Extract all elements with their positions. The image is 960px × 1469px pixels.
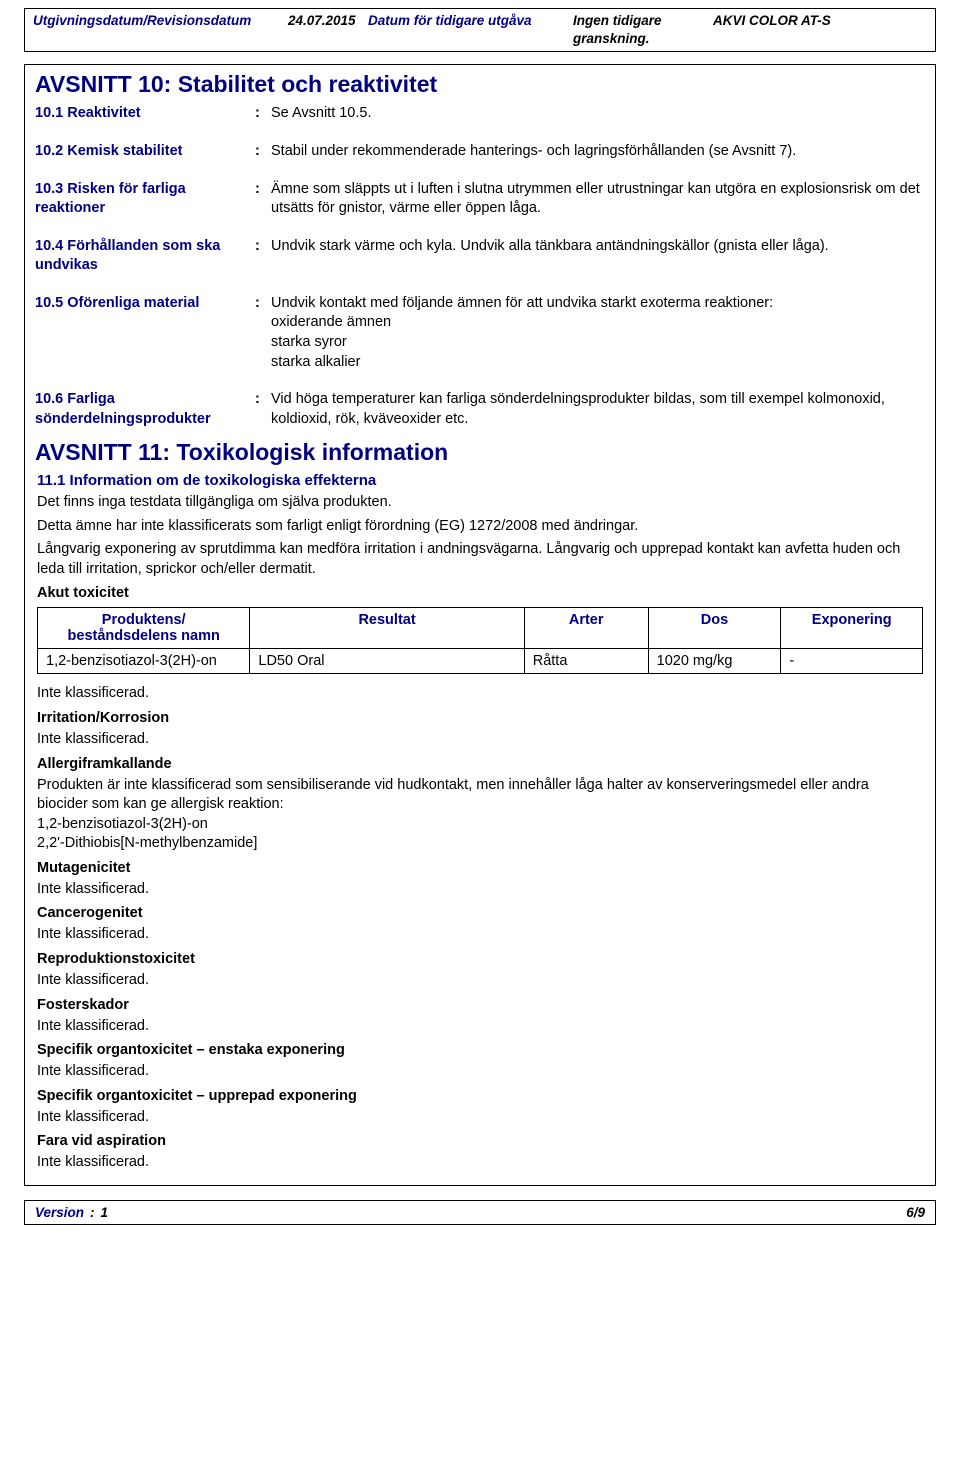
value-10-4: Undvik stark värme och kyla. Undvik alla… [271,237,925,276]
sub-fosterskador: Fosterskador [37,997,923,1013]
not-classified-3: Inte klassificerad. [37,880,923,900]
label-10-2: 10.2 Kemisk stabilitet [35,142,255,162]
th-species: Arter [524,608,648,649]
label-10-6: 10.6 Farliga sönderdelningsprodukter [35,390,255,429]
sub-aspiration: Fara vid aspiration [37,1133,923,1149]
header: Utgivningsdatum/Revisionsdatum 24.07.201… [24,8,936,52]
page: Utgivningsdatum/Revisionsdatum 24.07.201… [0,0,960,1235]
p-11-1: Det finns inga testdata tillgängliga om … [37,493,923,513]
footer-page: 6/9 [906,1205,925,1220]
header-date: 24.07.2015 [288,12,368,48]
colon: : [255,180,271,219]
sub-allergi: Allergiframkallande [37,756,923,772]
acute-toxicity-heading: Akut toxicitet [37,585,923,601]
header-prev-value: Ingen tidigare granskning. [573,12,713,48]
th-exposure: Exponering [781,608,923,649]
value-10-2: Stabil under rekommenderade hanterings- … [271,142,925,162]
row-10-3: 10.3 Risken för farliga reaktioner : Ämn… [35,180,925,219]
footer-version-label: Version [35,1205,84,1220]
p-11-2: Detta ämne har inte klassificerats som f… [37,517,923,537]
not-classified-6: Inte klassificerad. [37,1017,923,1037]
section-10-title: AVSNITT 10: Stabilitet och reaktivitet [35,71,925,98]
footer: Version : 1 6/9 [24,1200,936,1225]
colon: : [255,390,271,429]
td-product: 1,2-benzisotiazol-3(2H)-on [38,649,250,674]
header-issue-label: Utgivningsdatum/Revisionsdatum [33,12,288,48]
sub-spec-single: Specifik organtoxicitet – enstaka expone… [37,1042,923,1058]
not-classified-9: Inte klassificerad. [37,1153,923,1173]
row-10-4: 10.4 Förhållanden som ska undvikas : Und… [35,237,925,276]
sub-cancerogenitet: Cancerogenitet [37,905,923,921]
not-classified-5: Inte klassificerad. [37,971,923,991]
not-classified-2: Inte klassificerad. [37,730,923,750]
table-row: 1,2-benzisotiazol-3(2H)-on LD50 Oral Råt… [38,649,923,674]
header-product: AKVI COLOR AT-S [713,12,927,48]
sub-spec-repeat: Specifik organtoxicitet – upprepad expon… [37,1088,923,1104]
footer-version-value: 1 [101,1205,109,1220]
row-10-5: 10.5 Oförenliga material : Undvik kontak… [35,294,925,372]
p-11-3: Långvarig exponering av sprutdimma kan m… [37,540,923,579]
label-10-3: 10.3 Risken för farliga reaktioner [35,180,255,219]
colon: : [255,237,271,276]
label-10-4: 10.4 Förhållanden som ska undvikas [35,237,255,276]
colon: : [255,104,271,124]
footer-colon: : [90,1205,95,1220]
allergi-text: Produkten är inte klassificerad som sens… [37,776,923,854]
td-exposure: - [781,649,923,674]
row-10-6: 10.6 Farliga sönderdelningsprodukter : V… [35,390,925,429]
value-10-6: Vid höga temperaturer kan farliga sönder… [271,390,925,429]
section-10: AVSNITT 10: Stabilitet och reaktivitet 1… [24,64,936,1185]
value-10-1: Se Avsnitt 10.5. [271,104,925,124]
sub-11-1: 11.1 Information om de toxikologiska eff… [37,472,923,489]
colon: : [255,142,271,162]
value-10-5: Undvik kontakt med följande ämnen för at… [271,294,925,372]
sub-mutagenicitet: Mutagenicitet [37,860,923,876]
td-dose: 1020 mg/kg [648,649,781,674]
toxicity-table: Produktens/ beståndsdelens namn Resultat… [37,607,923,674]
th-result: Resultat [250,608,524,649]
th-dose: Dos [648,608,781,649]
row-10-1: 10.1 Reaktivitet : Se Avsnitt 10.5. [35,104,925,124]
sub-irritation: Irritation/Korrosion [37,710,923,726]
value-10-3: Ämne som släppts ut i luften i slutna ut… [271,180,925,219]
colon: : [255,294,271,372]
section-11-title: AVSNITT 11: Toxikologisk information [35,439,925,466]
th-product: Produktens/ beståndsdelens namn [38,608,250,649]
header-prev-label: Datum för tidigare utgåva [368,12,573,48]
label-10-5: 10.5 Oförenliga material [35,294,255,372]
label-10-1: 10.1 Reaktivitet [35,104,255,124]
row-10-2: 10.2 Kemisk stabilitet : Stabil under re… [35,142,925,162]
not-classified-8: Inte klassificerad. [37,1108,923,1128]
sub-reproduktion: Reproduktionstoxicitet [37,951,923,967]
td-result: LD50 Oral [250,649,524,674]
td-species: Råtta [524,649,648,674]
not-classified-4: Inte klassificerad. [37,925,923,945]
not-classified-1: Inte klassificerad. [37,684,923,704]
not-classified-7: Inte klassificerad. [37,1062,923,1082]
